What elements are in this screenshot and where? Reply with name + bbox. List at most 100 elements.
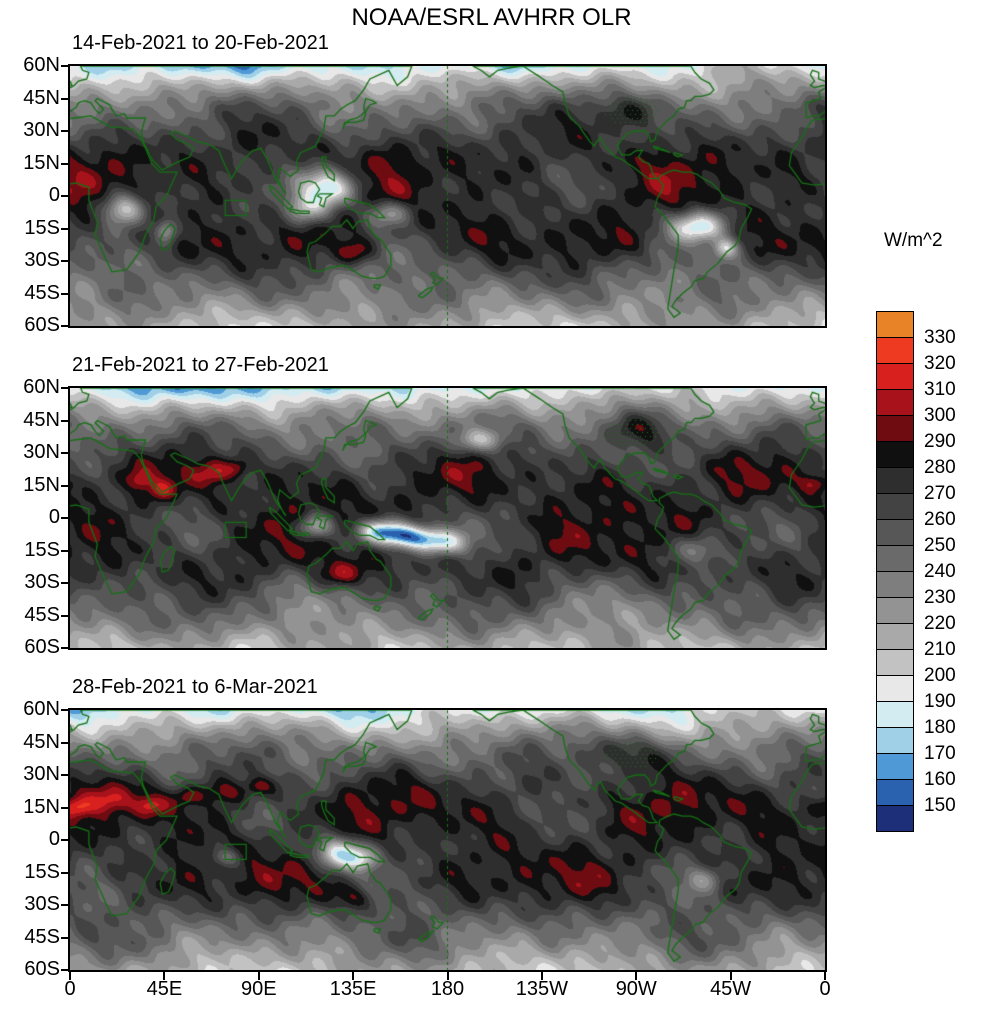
lat-tick-label: 15S [24, 860, 60, 883]
colorbar-block [876, 363, 914, 390]
lat-tick-label: 0 [48, 828, 60, 850]
lat-tick-label: 0 [48, 506, 60, 528]
colorbar-tick-label: 260 [924, 509, 956, 530]
panel-1-title: 14-Feb-2021 to 20-Feb-2021 [72, 32, 329, 54]
lat-tick-label: 60N [23, 54, 60, 76]
lon-tick-label: 45E [146, 978, 183, 1000]
olr-map-panel-1 [70, 66, 825, 326]
lat-tick-label: 30S [24, 249, 60, 271]
colorbar-block [876, 519, 914, 546]
olr-map-panel-2 [70, 388, 825, 648]
colorbar-block [876, 649, 914, 676]
lat-tick-mark [61, 839, 70, 841]
colorbar-block [876, 727, 914, 754]
colorbar-tick-label: 190 [924, 691, 956, 712]
colorbar-tick-label: 250 [924, 535, 956, 556]
lon-tick-mark [257, 972, 260, 980]
colorbar-block [876, 337, 914, 364]
colorbar-block [876, 545, 914, 572]
lat-tick-mark [61, 97, 70, 100]
colorbar-tick-label: 330 [924, 327, 956, 348]
lat-tick-mark [61, 741, 70, 744]
colorbar-block [876, 597, 914, 624]
lat-tick-label: 15N [23, 795, 60, 818]
colorbar-block [876, 467, 914, 494]
lat-tick-label: 60N [23, 698, 60, 720]
figure-title: NOAA/ESRL AVHRR OLR [351, 4, 632, 31]
lon-tick-label: 0 [64, 978, 76, 1000]
lat-tick-label: 15S [24, 538, 60, 561]
colorbar-tick-label: 220 [924, 613, 956, 634]
olr-map-panel-3 [70, 710, 825, 970]
lat-tick-mark [61, 582, 70, 584]
lat-tick-label: 45S [24, 603, 60, 626]
lat-tick-mark [61, 969, 70, 971]
lat-tick-mark [61, 517, 70, 519]
lon-tick-mark [446, 972, 449, 980]
lon-tick-mark [352, 972, 355, 980]
lat-tick-label: 60S [24, 314, 60, 336]
lat-tick-mark [61, 647, 70, 649]
lat-tick-mark [61, 260, 70, 262]
panel-2-title: 21-Feb-2021 to 27-Feb-2021 [72, 354, 329, 376]
lat-tick-label: 15N [23, 151, 60, 174]
colorbar-block [876, 753, 914, 780]
colorbar-block [876, 701, 914, 728]
colorbar-tick-label: 160 [924, 769, 956, 790]
colorbar-block [876, 623, 914, 650]
lon-tick-label: 0 [819, 978, 831, 1000]
colorbar-unit-label: W/m^2 [884, 230, 943, 251]
lat-tick-mark [61, 130, 70, 132]
lat-tick-mark [61, 65, 70, 67]
lat-tick-mark [61, 292, 70, 295]
lat-tick-mark [61, 162, 70, 165]
colorbar-block [876, 441, 914, 468]
lat-tick-label: 45N [23, 730, 60, 753]
lat-tick-mark [61, 709, 70, 711]
lat-tick-label: 45S [24, 925, 60, 948]
colorbar-block [876, 571, 914, 598]
colorbar-block [876, 389, 914, 416]
lat-tick-label: 45N [23, 86, 60, 109]
colorbar-tick-label: 240 [924, 561, 956, 582]
lat-tick-mark [61, 419, 70, 422]
lon-tick-mark [729, 972, 732, 980]
lon-tick-label: 45W [710, 978, 752, 1000]
lon-tick-label: 180 [430, 978, 465, 1000]
lat-tick-mark [61, 774, 70, 776]
lat-tick-mark [61, 452, 70, 454]
lon-tick-label: 90W [615, 978, 657, 1000]
lat-tick-mark [61, 871, 70, 874]
lat-tick-label: 30N [23, 119, 60, 141]
lat-tick-label: 15N [23, 473, 60, 496]
colorbar-tick-label: 290 [924, 431, 956, 452]
lon-tick-mark [540, 972, 543, 980]
lat-tick-mark [61, 904, 70, 906]
lon-tick-mark [163, 972, 166, 980]
lat-tick-label: 0 [48, 184, 60, 206]
lat-tick-mark [61, 614, 70, 617]
colorbar-block [876, 675, 914, 702]
colorbar-tick-label: 310 [924, 379, 956, 400]
lat-tick-label: 60N [23, 376, 60, 398]
lat-tick-mark [61, 484, 70, 487]
panel-3-title: 28-Feb-2021 to 6-Mar-2021 [72, 676, 318, 698]
colorbar-tick-label: 210 [924, 639, 956, 660]
lon-tick-label: 135E [329, 978, 377, 1000]
colorbar-tick-label: 300 [924, 405, 956, 426]
lat-tick-label: 60S [24, 958, 60, 980]
lat-tick-label: 60S [24, 636, 60, 658]
lat-tick-mark [61, 806, 70, 809]
lon-tick-label: 90E [240, 978, 277, 1000]
colorbar-block [876, 311, 914, 338]
colorbar-block [876, 415, 914, 442]
lat-tick-label: 30N [23, 441, 60, 463]
colorbar [876, 311, 916, 832]
lon-tick-label: 135W [515, 978, 568, 1000]
lon-tick-mark [69, 972, 71, 980]
colorbar-tick-label: 170 [924, 743, 956, 764]
lat-tick-label: 30S [24, 893, 60, 915]
lat-tick-mark [61, 325, 70, 327]
colorbar-tick-label: 230 [924, 587, 956, 608]
